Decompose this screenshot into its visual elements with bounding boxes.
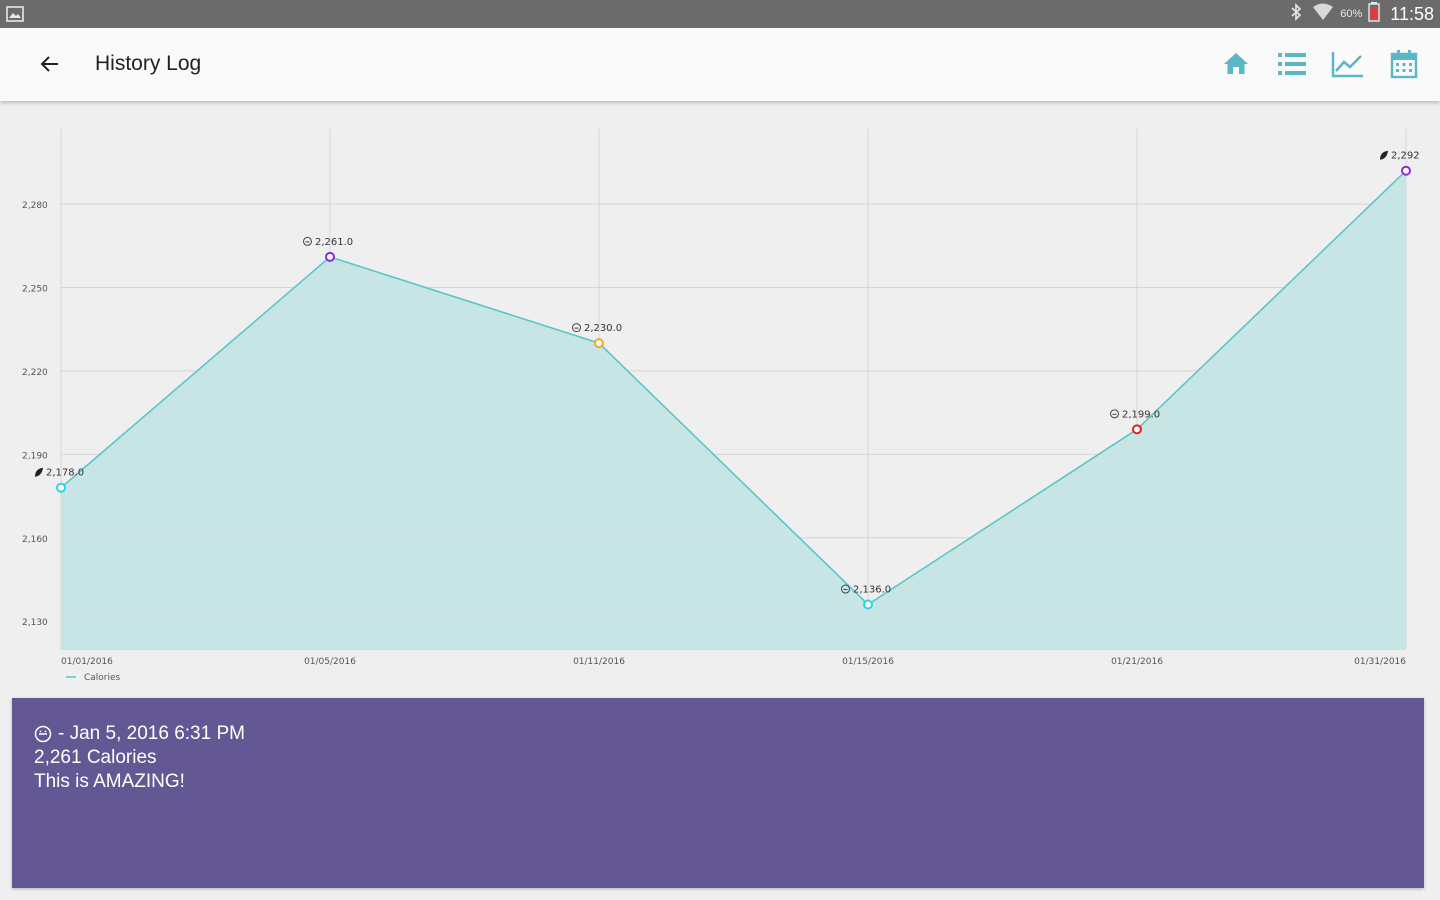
trend-chart-icon: [1331, 50, 1365, 83]
back-button[interactable]: [28, 44, 72, 88]
x-tick-label: 01/21/2016: [1111, 657, 1163, 667]
x-tick-label: 01/31/2016: [1354, 657, 1406, 667]
status-clock: 11:58: [1390, 3, 1434, 24]
y-tick-label: 2,130: [22, 618, 48, 628]
y-tick-label: 2,190: [22, 451, 48, 461]
y-tick-label: 2,280: [22, 201, 48, 211]
home-button[interactable]: [1218, 48, 1254, 84]
data-label: 2,292: [1391, 151, 1420, 162]
y-tick-label: 2,160: [22, 535, 48, 545]
calendar-button[interactable]: [1386, 48, 1422, 84]
data-point[interactable]: [594, 338, 604, 349]
series-line-calories: [60, 170, 1407, 606]
app-bar: History Log: [0, 28, 1440, 101]
data-point[interactable]: [325, 251, 335, 262]
calendar-icon: [1390, 49, 1418, 84]
entry-calories: 2,261 Calories: [34, 747, 157, 768]
battery-icon: [1368, 1, 1380, 27]
face-icon: [1110, 409, 1119, 419]
face-icon: [572, 323, 581, 333]
status-bar: 60% 11:58: [0, 0, 1440, 28]
data-point[interactable]: [1401, 165, 1411, 176]
wifi-icon: [1312, 2, 1334, 27]
face-icon: [303, 236, 312, 246]
data-label: 2,199.0: [1122, 409, 1160, 420]
data-label: 2,230.0: [584, 323, 622, 334]
data-point[interactable]: [56, 482, 66, 493]
home-icon: [1222, 50, 1250, 83]
face-icon: [34, 725, 52, 743]
face-icon: [841, 584, 850, 594]
calories-chart[interactable]: 2,130 2,160 2,190 2,220 2,250 2,280 01/01/2016…: [0, 104, 1440, 694]
bluetooth-icon: [1286, 2, 1306, 27]
leaf-icon: [35, 467, 43, 477]
x-tick-label: 01/05/2016: [304, 657, 356, 667]
data-label: 2,178.0: [46, 468, 84, 479]
chart-button[interactable]: [1330, 48, 1366, 84]
area-fill: [61, 170, 1406, 649]
x-tick-label: 01/01/2016: [61, 657, 113, 667]
y-tick-label: 2,250: [22, 285, 48, 295]
leaf-icon: [1380, 150, 1388, 160]
list-icon: [1277, 50, 1307, 83]
data-point[interactable]: [1132, 424, 1142, 435]
entry-comment: This is AMAZING!: [34, 771, 185, 792]
x-tick-label: 01/11/2016: [573, 657, 625, 667]
entry-datetime: - Jan 5, 2016 6:31 PM: [58, 723, 245, 744]
arrow-left-icon: [38, 52, 62, 81]
page-title: History Log: [95, 52, 202, 75]
data-point[interactable]: [863, 599, 873, 610]
selected-entry-panel: - Jan 5, 2016 6:31 PM 2,261 Calories Thi…: [12, 698, 1424, 888]
x-tick-label: 01/15/2016: [842, 657, 894, 667]
data-label: 2,136.0: [853, 585, 891, 596]
list-button[interactable]: [1274, 48, 1310, 84]
data-label: 2,261.0: [315, 237, 353, 248]
gallery-icon: [6, 5, 24, 23]
y-tick-label: 2,220: [22, 368, 48, 378]
battery-percent: 60%: [1340, 8, 1363, 20]
legend-label: Calories: [84, 673, 121, 683]
